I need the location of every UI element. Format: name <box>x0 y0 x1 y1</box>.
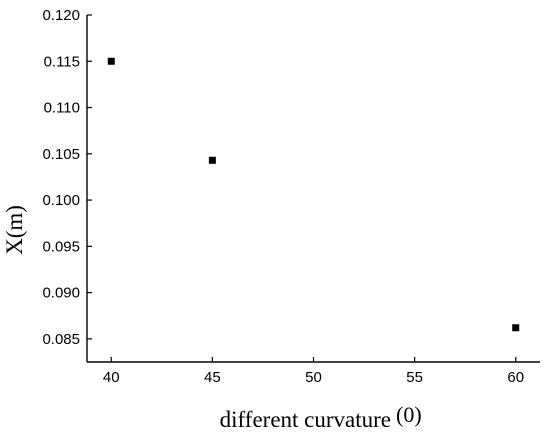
data-point <box>208 156 216 164</box>
y-tick-label: 0.100 <box>42 192 80 209</box>
data-point <box>512 324 520 332</box>
y-tick-label: 0.095 <box>42 238 80 255</box>
y-ticks: 0.085 0.090 0.095 0.100 0.105 0.110 0.115 0.120 <box>42 7 92 348</box>
x-tick-label: 40 <box>103 369 120 386</box>
x-axis-unit: (0) <box>396 402 422 427</box>
x-axis-title-group: different curvature (0) <box>220 402 422 432</box>
x-tick-label: 60 <box>507 369 524 386</box>
data-point <box>107 57 115 65</box>
axes <box>86 15 540 363</box>
x-tick-label: 55 <box>406 369 423 386</box>
x-ticks: 40 45 50 55 60 <box>103 357 524 386</box>
data-points <box>107 57 520 332</box>
y-tick-label: 0.105 <box>42 146 80 163</box>
x-tick-label: 50 <box>305 369 322 386</box>
x-axis-title: different curvature <box>220 407 391 432</box>
y-axis-title: X(m) <box>2 205 27 255</box>
y-tick-label: 0.090 <box>42 285 80 302</box>
y-tick-label: 0.085 <box>42 331 80 348</box>
y-tick-label: 0.110 <box>44 100 80 117</box>
x-tick-label: 45 <box>204 369 221 386</box>
y-tick-label: 0.120 <box>42 7 80 24</box>
y-tick-label: 0.115 <box>44 53 80 70</box>
